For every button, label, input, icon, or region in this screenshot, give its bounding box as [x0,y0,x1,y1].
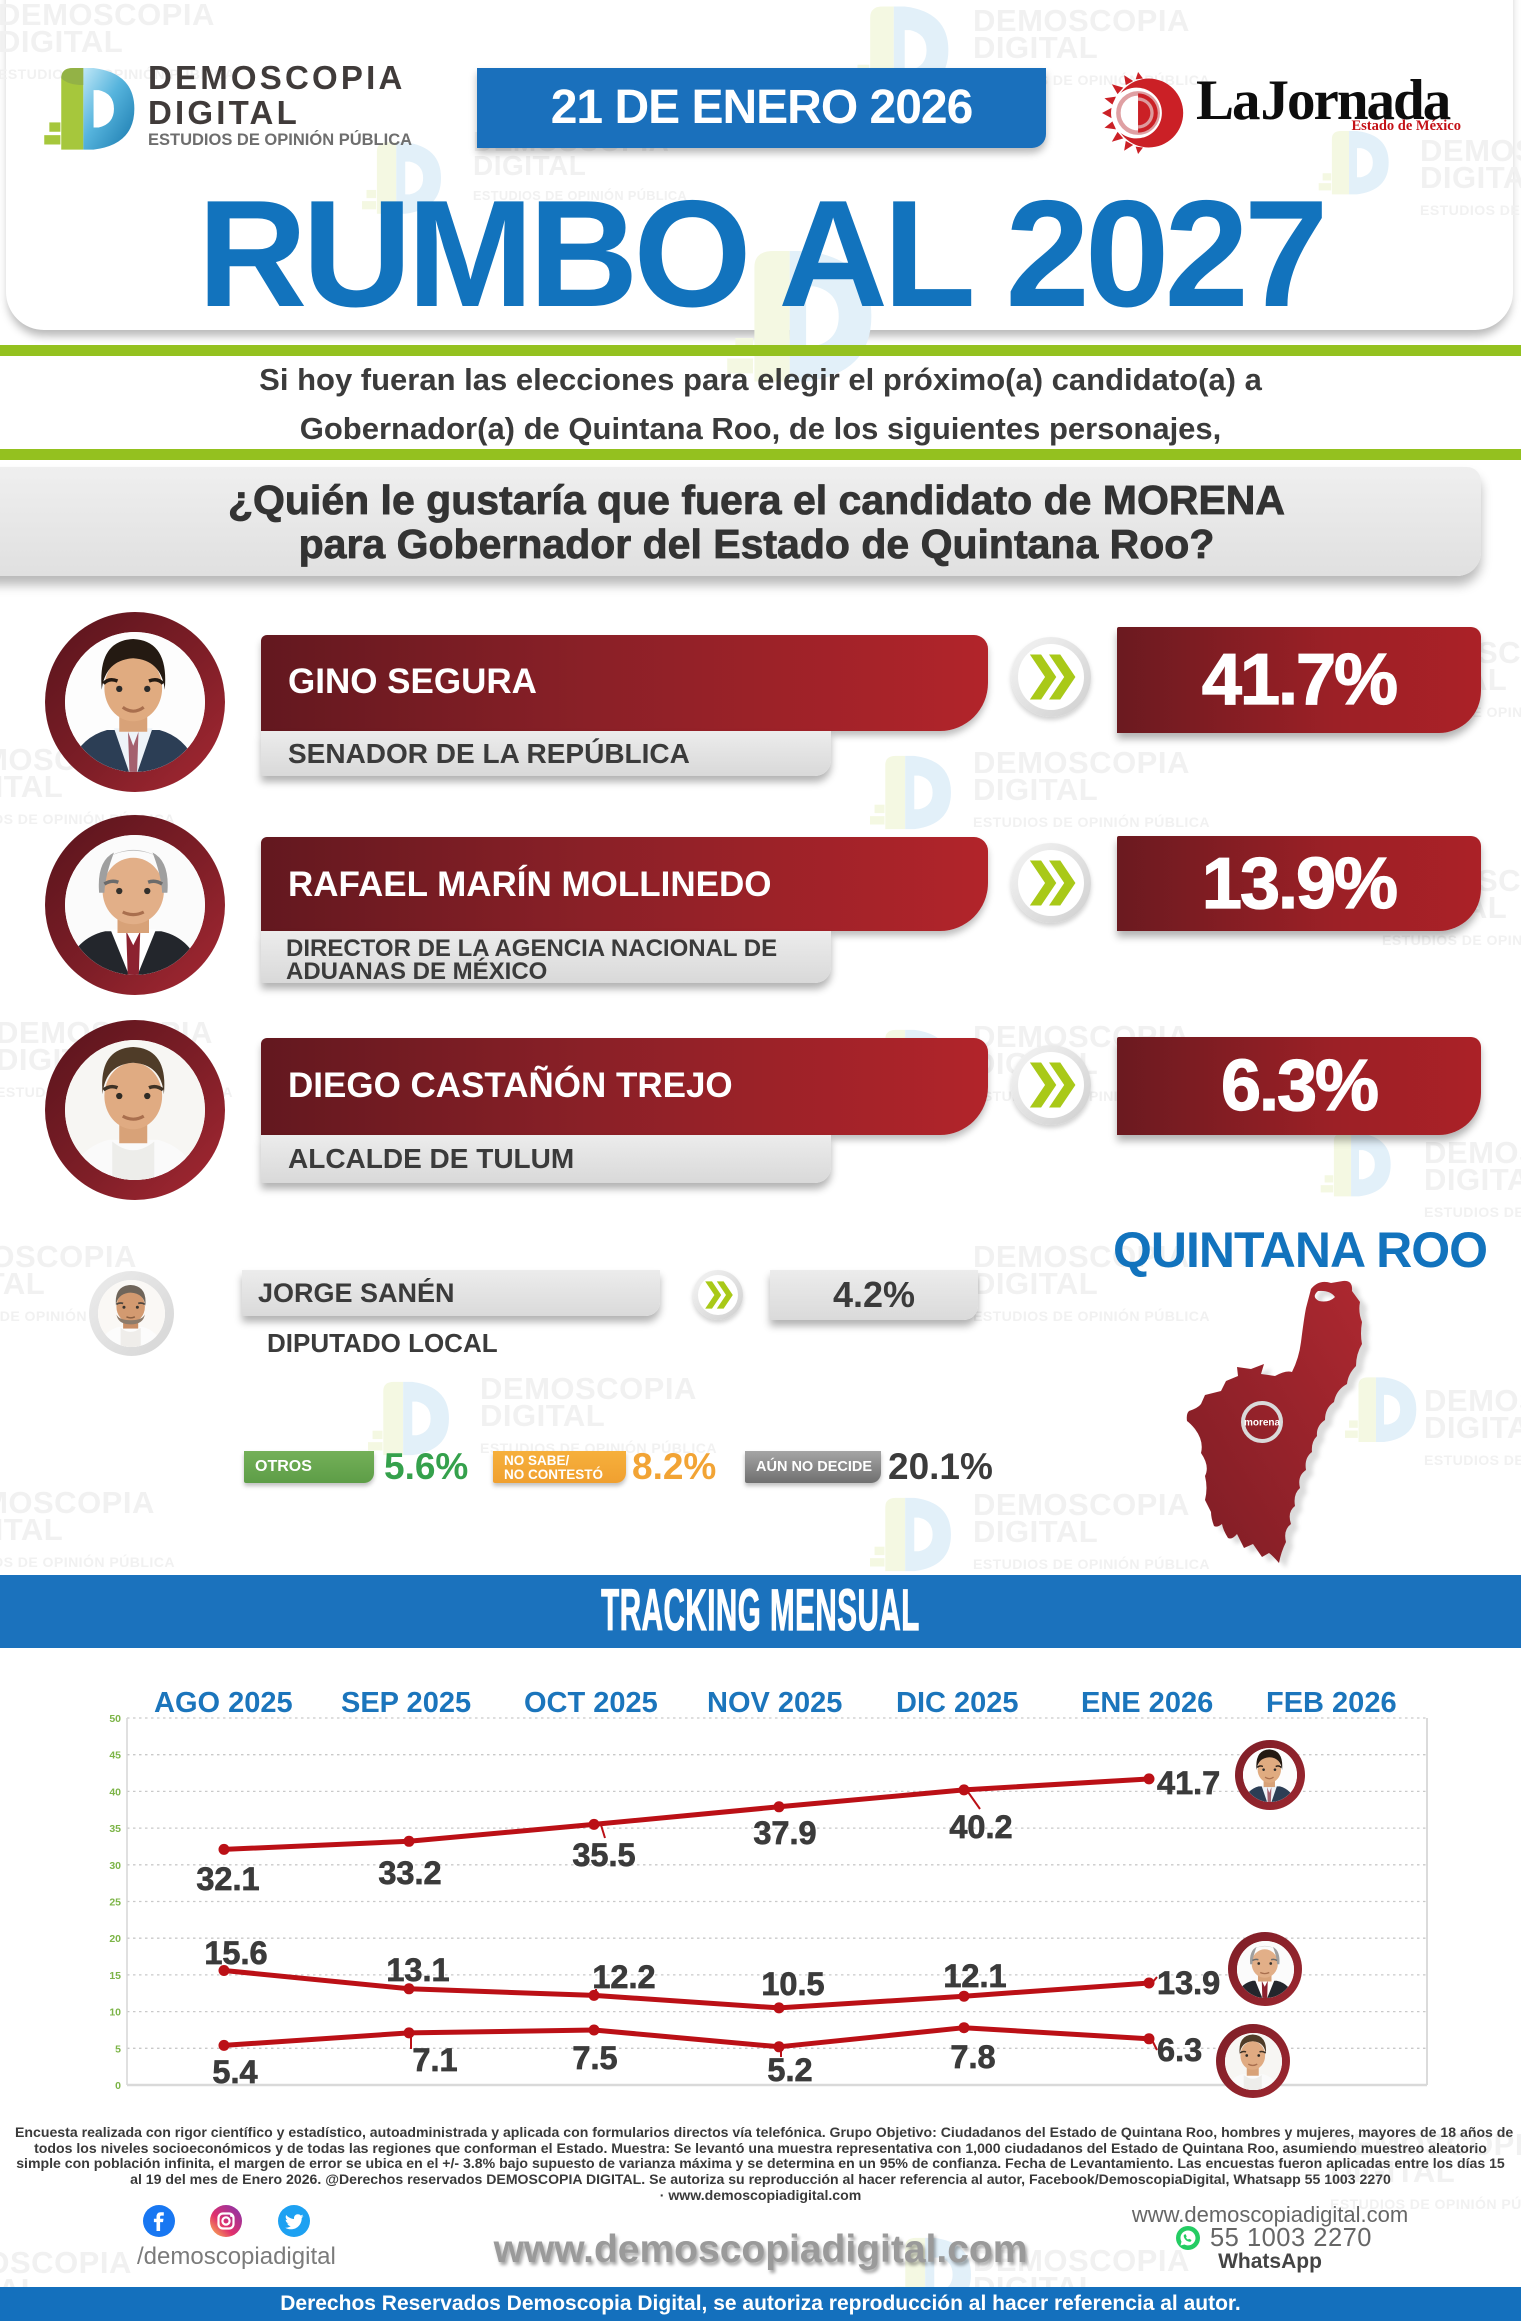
svg-text:33.2: 33.2 [378,1855,441,1891]
svg-text:5.4: 5.4 [212,2054,257,2090]
svg-text:7.1: 7.1 [412,2042,457,2078]
svg-text:12.2: 12.2 [592,1959,655,1995]
svg-text:30: 30 [109,1860,121,1872]
svg-text:20: 20 [109,1933,121,1945]
svg-text:13.9: 13.9 [1157,1965,1220,2001]
svg-text:40.2: 40.2 [949,1809,1012,1845]
svg-text:45: 45 [109,1750,121,1762]
svg-text:15.6: 15.6 [204,1935,267,1971]
svg-text:5: 5 [115,2043,121,2055]
svg-text:6.3: 6.3 [1157,2032,1202,2068]
svg-text:10.5: 10.5 [761,1966,824,2002]
svg-text:13.1: 13.1 [386,1952,449,1988]
svg-text:5.2: 5.2 [767,2052,812,2088]
svg-text:15: 15 [109,1970,121,1982]
svg-text:32.1: 32.1 [196,1861,259,1897]
svg-text:10: 10 [109,2007,121,2019]
svg-text:35: 35 [109,1823,121,1835]
svg-text:41.7: 41.7 [1157,1765,1220,1801]
svg-text:12.1: 12.1 [943,1958,1006,1994]
svg-text:37.9: 37.9 [753,1815,816,1851]
svg-text:morena: morena [1244,1418,1281,1429]
svg-text:50: 50 [109,1713,121,1725]
svg-text:0: 0 [115,2080,121,2092]
svg-text:7.5: 7.5 [572,2040,617,2076]
svg-text:7.8: 7.8 [950,2039,995,2075]
svg-text:25: 25 [109,1897,121,1909]
svg-text:35.5: 35.5 [572,1837,635,1873]
svg-text:40: 40 [109,1786,121,1798]
